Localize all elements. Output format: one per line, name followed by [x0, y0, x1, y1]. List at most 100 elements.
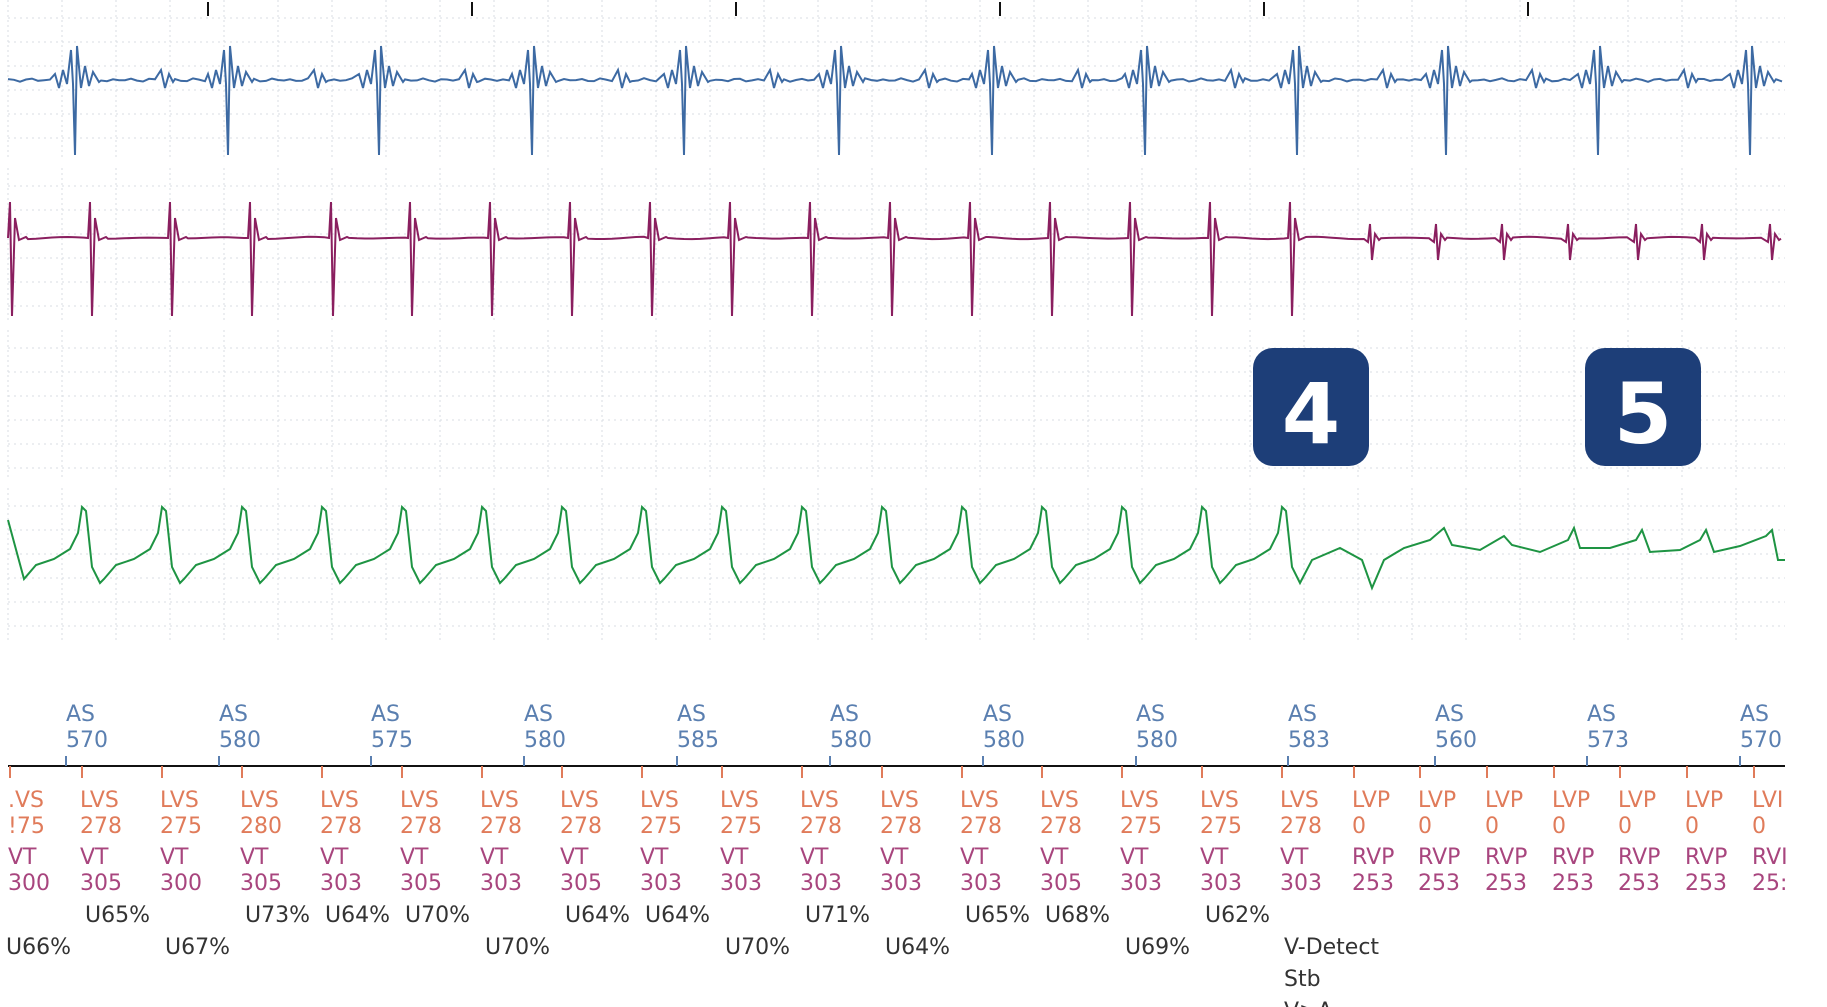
atrial-marker-label: AS [219, 702, 248, 727]
detection-note: V-Detect [1284, 935, 1379, 960]
lv-markers: .VS!75LVS278LVS275LVS280LVS278LVS278LVS2… [8, 766, 1783, 839]
rv-marker-label: VT [1280, 845, 1309, 870]
lv-marker-label: .VS [8, 788, 44, 813]
detection-note: V>A [1284, 999, 1333, 1007]
lv-marker-label: LVS [400, 788, 439, 813]
atrial-marker-label: AS [66, 702, 95, 727]
uniformity-value: U66% [6, 935, 71, 960]
atrial-marker-value: 580 [983, 728, 1025, 753]
lv-marker-value: 0 [1485, 814, 1499, 839]
uniformity-value: U73% [245, 903, 310, 928]
lv-marker-value: !75 [8, 814, 45, 839]
uniformity-value: U68% [1045, 903, 1110, 928]
badge-4-label: 4 [1282, 365, 1340, 463]
rv-marker-label: VT [1200, 845, 1229, 870]
uniformity-value: U65% [965, 903, 1030, 928]
atrial-marker-value: 575 [371, 728, 413, 753]
atrial-marker-label: AS [524, 702, 553, 727]
atrial-marker-label: AS [1740, 702, 1769, 727]
rv-marker-label: RVP [1618, 845, 1660, 870]
lv-marker-label: LVS [320, 788, 359, 813]
rv-marker-label: RVP [1685, 845, 1727, 870]
lv-marker-label: LVS [1280, 788, 1319, 813]
badge-4: 4 [1253, 348, 1369, 466]
uniformity-row-2: U66% U67% U70% U70% U64% U69% [6, 935, 1190, 960]
lv-marker-label: LVS [640, 788, 679, 813]
rv-marker-value: 303 [640, 871, 682, 896]
lv-marker-label: LVP [1418, 788, 1456, 813]
rv-marker-value: 303 [880, 871, 922, 896]
rv-marker-value: 305 [560, 871, 602, 896]
atrial-marker-label: AS [1587, 702, 1616, 727]
egm-channel-2 [7, 201, 1782, 317]
atrial-marker-value: 580 [219, 728, 261, 753]
atrial-marker-value: 570 [66, 728, 108, 753]
lv-marker-value: 278 [1280, 814, 1322, 839]
lv-marker-label: LVS [800, 788, 839, 813]
lv-marker-label: LVP [1352, 788, 1390, 813]
rv-marker-value: 300 [8, 871, 50, 896]
lv-marker-label: LVP [1485, 788, 1523, 813]
uniformity-value: U70% [405, 903, 470, 928]
egm-channel-3 [7, 504, 1785, 591]
rv-marker-value: 305 [240, 871, 282, 896]
rv-marker-value: 253 [1618, 871, 1660, 896]
rv-marker-value: 253 [1685, 871, 1727, 896]
uniformity-value: U67% [165, 935, 230, 960]
rv-marker-label: RVP [1485, 845, 1527, 870]
badge-5-label: 5 [1614, 365, 1672, 463]
uniformity-value: U71% [805, 903, 870, 928]
lv-marker-label: LVS [1200, 788, 1239, 813]
rv-marker-value: 303 [720, 871, 762, 896]
atrial-marker-value: 573 [1587, 728, 1629, 753]
atrial-marker-label: AS [830, 702, 859, 727]
rv-marker-label: VT [560, 845, 589, 870]
lv-marker-value: 278 [1040, 814, 1082, 839]
rv-marker-label: RVP [1552, 845, 1594, 870]
lv-marker-label: LVP [1552, 788, 1590, 813]
rv-marker-value: 305 [1040, 871, 1082, 896]
rv-marker-value: 303 [480, 871, 522, 896]
rv-marker-label: VT [720, 845, 749, 870]
lv-marker-label: LVS [160, 788, 199, 813]
lv-marker-value: 275 [1120, 814, 1162, 839]
rv-marker-label: VT [160, 845, 189, 870]
rv-marker-value: 303 [800, 871, 842, 896]
lv-marker-value: 278 [880, 814, 922, 839]
time-ticks [207, 2, 1529, 16]
badge-5: 5 [1585, 348, 1701, 466]
uniformity-value: U70% [485, 935, 550, 960]
rv-marker-label: RVP [1418, 845, 1460, 870]
rv-marker-value: 305 [80, 871, 122, 896]
rv-marker-label: VT [80, 845, 109, 870]
rv-marker-label: VT [800, 845, 829, 870]
detection-notes: V-Detect Stb V>A [1284, 935, 1379, 1007]
rv-marker-value: 253 [1418, 871, 1460, 896]
atrial-marker-value: 580 [1136, 728, 1178, 753]
lv-marker-value: 275 [160, 814, 202, 839]
lv-marker-value: 278 [800, 814, 842, 839]
lv-marker-value: 0 [1618, 814, 1632, 839]
uniformity-value: U64% [325, 903, 390, 928]
lv-marker-value: 278 [80, 814, 122, 839]
atrial-marker-value: 560 [1435, 728, 1477, 753]
detection-note: Stb [1284, 967, 1321, 992]
uniformity-value: U64% [645, 903, 710, 928]
lv-marker-label: LVS [880, 788, 919, 813]
lv-marker-label: LVS [1040, 788, 1079, 813]
lv-marker-label: LVS [480, 788, 519, 813]
atrial-marker-label: AS [1288, 702, 1317, 727]
lv-marker-label: LVP [1685, 788, 1723, 813]
rv-marker-label: VT [1120, 845, 1149, 870]
lv-marker-value: 0 [1752, 814, 1766, 839]
lv-marker-value: 0 [1552, 814, 1566, 839]
lv-marker-label: LVS [80, 788, 119, 813]
atrial-marker-value: 580 [830, 728, 872, 753]
uniformity-value: U65% [85, 903, 150, 928]
atrial-marker-label: AS [983, 702, 1012, 727]
lv-marker-label: LVS [1120, 788, 1159, 813]
uniformity-row-1: U65% U73% U64% U70% U64% U64% U71% U65% U68% U62% [85, 903, 1270, 928]
rv-marker-label: RVI [1752, 845, 1788, 870]
rv-marker-label: RVP [1352, 845, 1394, 870]
rv-markers: VT300VT305VT300VT305VT303VT305VT303VT305… [8, 845, 1788, 896]
